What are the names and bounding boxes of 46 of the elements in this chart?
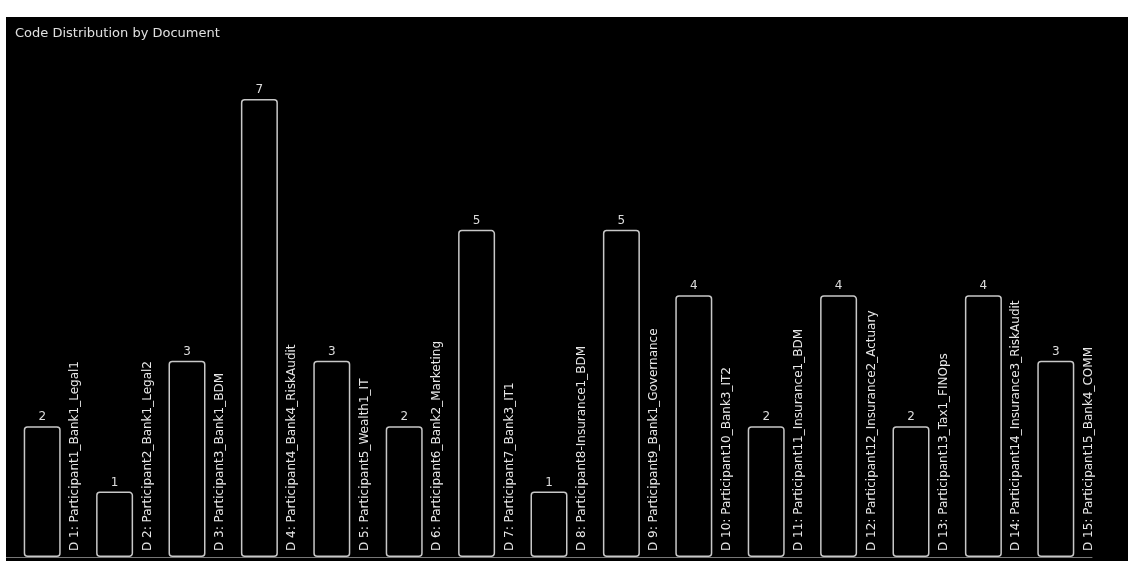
bar: [313, 360, 351, 557]
data-label: 5: [617, 212, 626, 227]
bar: [458, 229, 496, 557]
x-tick-label: D 10: Participant10_Bank3_IT2: [718, 367, 733, 551]
data-label: 3: [183, 343, 191, 358]
x-tick-label: D 14: Participant14_Insurance3_RiskAudit: [1008, 300, 1023, 551]
bar: [675, 295, 713, 557]
data-label: 4: [834, 278, 843, 293]
x-tick-label: D 12: Participant12_Insurance2_Actuary: [863, 310, 878, 551]
x-tick-label: D 11: Participant11_Insurance1_BDM: [791, 328, 806, 551]
bar: [602, 229, 640, 557]
x-tick-label: D 15: Participant15_Bank4_COMM: [1080, 347, 1095, 551]
data-label: 2: [400, 409, 409, 424]
x-tick-label: D 8: Participant8-Insurance1_BDM: [574, 345, 588, 551]
bar: [168, 360, 206, 557]
data-label: 3: [327, 343, 336, 358]
bar: [240, 99, 278, 557]
data-label: 4: [979, 278, 988, 293]
x-tick-label: D 7: Participant7_Bank3_IT1: [501, 382, 516, 551]
data-label: 5: [472, 212, 481, 227]
bar: [747, 426, 785, 557]
chart-title: Code Distribution by Document: [15, 25, 220, 40]
data-label: 3: [1051, 343, 1060, 358]
data-label: 1: [110, 474, 119, 489]
bar: [530, 491, 568, 557]
data-label: 2: [38, 409, 47, 424]
data-label: 2: [907, 409, 915, 424]
bar: [23, 426, 61, 557]
bar: [892, 426, 930, 557]
x-tick-label: D 2: Participant2_Bank1_Legal2: [139, 361, 154, 551]
data-label: 1: [545, 474, 553, 489]
x-tick-label: D 5: Participant5_Wealth1_IT: [356, 377, 371, 551]
data-label: 4: [689, 278, 698, 293]
bar: [964, 295, 1002, 557]
x-tick-label: D 9: Participant9_Bank1_Governance: [646, 328, 661, 551]
bar: [1037, 360, 1075, 557]
data-label: 2: [762, 409, 771, 424]
bar: [385, 426, 423, 557]
bar: [96, 491, 134, 557]
data-label: 7: [255, 82, 264, 96]
x-tick-label: D 3: Participant3_Bank1_BDM: [212, 372, 226, 551]
bar: [820, 295, 858, 557]
x-tick-label: D 1: Participant1_Bank1_Legal1: [67, 361, 82, 551]
x-tick-label: D 13: Participant13_Tax1_FINOps: [936, 353, 950, 551]
x-tick-label: D 4: Participant4_Bank4_RiskAudit: [284, 344, 299, 551]
x-tick-label: D 6: Participant6_Bank2_Marketing: [429, 341, 444, 551]
